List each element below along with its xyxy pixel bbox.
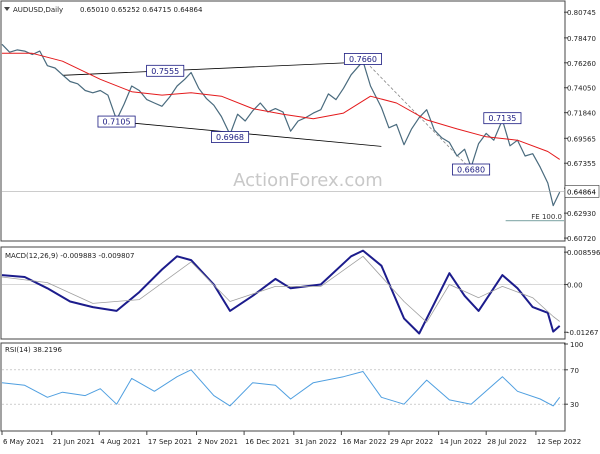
price-tick-label: 0.78470 — [567, 35, 596, 43]
rsi-header: RSI(14) 38.2196 — [5, 346, 62, 354]
price-tick-label: 0.60720 — [567, 235, 596, 243]
macd-tick-label: 0.008596 — [567, 249, 600, 257]
x-tick-label: 21 Jun 2021 — [53, 438, 95, 446]
series-layer — [1, 43, 561, 407]
rsi-tick-label: 100 — [570, 341, 583, 349]
fe-level-label: FE 100.0 — [531, 213, 562, 221]
price-annotation-box — [452, 163, 491, 176]
price-tick-label: 0.76260 — [567, 60, 596, 68]
x-tick-label: 17 Sep 2021 — [148, 438, 192, 446]
rsi-y-axis: 100 70 30 — [564, 341, 583, 409]
rsi-tick-label: 70 — [570, 367, 579, 375]
x-tick-label: 12 Sep 2022 — [537, 438, 581, 446]
price-tick-label: 0.71840 — [567, 110, 596, 118]
price-annotation-box — [146, 64, 185, 77]
rsi-line — [1, 369, 561, 407]
collapse-triangle-icon — [4, 7, 10, 11]
macd-signal-line — [1, 255, 560, 323]
price-annotation-label: 0.7135 — [488, 114, 516, 123]
last-price-label: 0.64864 — [567, 188, 596, 196]
macd-panel-frame — [0, 246, 566, 340]
x-tick-label: 29 Apr 2022 — [390, 438, 433, 446]
price-annotation-label: 0.7555 — [151, 67, 179, 76]
price-annotation-label: 0.7660 — [349, 55, 377, 64]
x-tick-label: 16 Dec 2021 — [245, 438, 290, 446]
price-annotation-box — [211, 131, 250, 143]
price-tick-label: 0.74050 — [567, 85, 596, 93]
symbol-label: AUDUSD,Daily — [13, 6, 63, 14]
trendline — [62, 60, 382, 76]
price-tick-label: 0.69565 — [567, 135, 596, 143]
macd-header: MACD(12,26,9) -0.009883 -0.009807 — [5, 252, 134, 260]
macd-y-axis: 0.008596 0.00 -0.01267 — [564, 249, 600, 337]
rsi-tick-label: 30 — [570, 401, 579, 409]
price-header: AUDUSD,Daily 0.65010 0.65252 0.64715 0.6… — [4, 6, 203, 14]
x-tick-label: 14 Jun 2022 — [440, 438, 482, 446]
last-price-marker: 0.64864 — [2, 185, 600, 198]
watermark: ActionForex.com — [233, 170, 383, 191]
x-tick-label: 28 Jul 2022 — [487, 438, 527, 446]
price-annotation-box — [483, 112, 522, 125]
x-tick-label: 16 Mar 2022 — [342, 438, 386, 446]
price-tick-label: 0.62930 — [567, 210, 596, 218]
price-annotation-label: 0.7105 — [103, 118, 131, 127]
moving-average-line — [2, 52, 560, 160]
rsi-panel-frame — [0, 342, 566, 432]
ohlc-label: 0.65010 0.65252 0.64715 0.64864 — [80, 6, 203, 14]
price-annotation-box — [343, 53, 382, 65]
price-tick-label: 0.67355 — [567, 160, 596, 168]
last-price-box — [564, 185, 600, 198]
x-tick-label: 6 May 2021 — [3, 438, 44, 446]
price-annotations: 0.7555 0.7660 0.7105 0.6968 0.7135 0.6680 — [97, 53, 522, 176]
x-tick-label: 31 Jan 2022 — [295, 438, 337, 446]
price-panel-frame — [0, 0, 566, 242]
date-x-axis: 6 May 2021 21 Jun 2021 4 Aug 2021 17 Sep 20… — [1, 431, 581, 446]
price-annotation-label: 0.6968 — [216, 133, 244, 142]
fe-level: FE 100.0 — [505, 213, 564, 222]
macd-tick-label: 0.00 — [567, 282, 583, 290]
macd-line — [1, 249, 561, 335]
price-tick-label: 0.80745 — [567, 9, 596, 17]
x-tick-label: 2 Nov 2021 — [198, 438, 238, 446]
price-annotation-box — [97, 115, 136, 128]
macd-tick-label: -0.01267 — [567, 329, 598, 337]
price-annotation-label: 0.6680 — [457, 166, 485, 175]
x-tick-label: 4 Aug 2021 — [100, 438, 140, 446]
